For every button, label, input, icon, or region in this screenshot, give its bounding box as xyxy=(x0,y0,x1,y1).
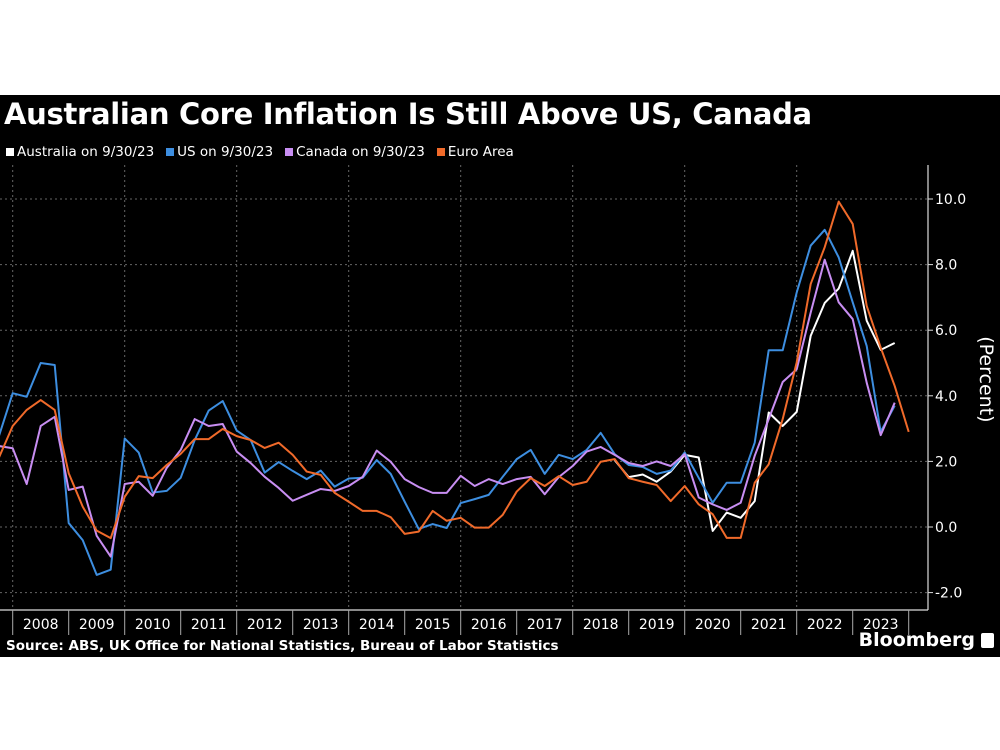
series-us xyxy=(0,228,896,576)
bloomberg-chart-icon xyxy=(981,632,994,648)
legend-item: Australia on 9/30/23 xyxy=(6,144,154,160)
line-chart: -2.0 0.0 2.0 4.0 6.0 8.0 10.0 2008 2009 2010 2011 2… xyxy=(0,165,997,635)
legend-label: Euro Area xyxy=(447,144,514,160)
y-tick-label: 6.0 xyxy=(935,323,957,339)
x-tick-label: 2015 xyxy=(415,617,451,633)
y-tick-label: 8.0 xyxy=(935,258,957,274)
x-tick-label: 2014 xyxy=(359,617,395,633)
y-tick-label: -2.0 xyxy=(935,586,962,602)
chart-panel: -2.0 0.0 2.0 4.0 6.0 8.0 10.0 2008 2009 2010 2011 2… xyxy=(0,95,1000,657)
source-note: Source: ABS, UK Office for National Stat… xyxy=(6,638,559,654)
series-canada xyxy=(0,258,896,558)
y-axis-label: (Percent) xyxy=(975,336,997,422)
x-tick-label: 2020 xyxy=(695,617,731,633)
x-tick-label: 2011 xyxy=(191,617,227,633)
legend: Australia on 9/30/23 US on 9/30/23 Canada … xyxy=(6,144,514,160)
x-tick-label: 2008 xyxy=(23,617,59,633)
chart-title: Australian Core Inflation Is Still Above… xyxy=(4,97,812,131)
y-tick-label: 2.0 xyxy=(935,454,957,470)
x-tick-label: 2021 xyxy=(751,617,787,633)
y-tick-label: 0.0 xyxy=(935,520,957,536)
x-tick-label: 2012 xyxy=(247,617,283,633)
x-tick-label: 2019 xyxy=(639,617,675,633)
series-euro xyxy=(0,200,910,540)
x-tick-label: 2022 xyxy=(807,617,843,633)
x-tick-label: 2009 xyxy=(79,617,115,633)
x-tick-label: 2023 xyxy=(863,617,899,633)
legend-swatch xyxy=(436,148,445,156)
y-tick-label: 4.0 xyxy=(935,389,957,405)
series-australia xyxy=(613,249,896,532)
legend-label: Australia on 9/30/23 xyxy=(17,144,155,160)
x-tick-label: 2010 xyxy=(135,617,171,633)
x-tick-label: 2013 xyxy=(303,617,339,633)
legend-item: Euro Area xyxy=(436,144,514,160)
legend-swatch xyxy=(166,148,175,156)
legend-item: US on 9/30/23 xyxy=(166,144,273,160)
series-line xyxy=(613,249,896,532)
y-tick-label: 10.0 xyxy=(935,192,966,208)
series-line xyxy=(0,228,896,576)
x-tick-label: 2018 xyxy=(583,617,619,633)
series-line xyxy=(0,200,910,540)
legend-swatch xyxy=(285,148,294,156)
legend-swatch xyxy=(6,148,14,156)
bloomberg-logo: Bloomberg xyxy=(859,629,994,651)
legend-label: US on 9/30/23 xyxy=(177,144,274,160)
legend-label: Canada on 9/30/23 xyxy=(296,144,425,160)
x-tick-label: 2017 xyxy=(527,617,563,633)
logo-text: Bloomberg xyxy=(858,629,975,651)
x-tick-label: 2016 xyxy=(471,617,507,633)
legend-item: Canada on 9/30/23 xyxy=(285,144,425,160)
